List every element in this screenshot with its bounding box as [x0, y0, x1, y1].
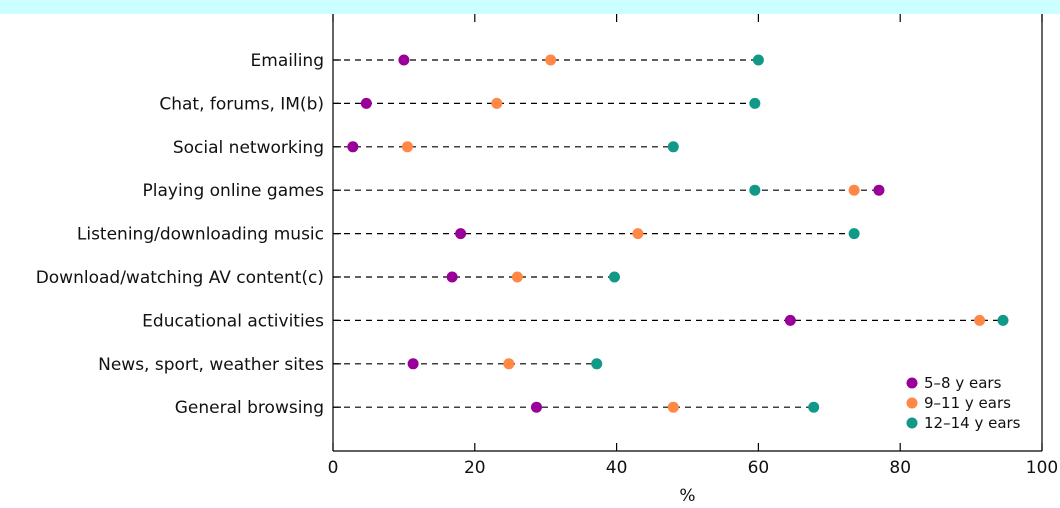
x-tick-label: 80: [889, 458, 911, 478]
data-point: [347, 141, 359, 153]
data-point: [784, 314, 796, 326]
category-label: Chat, forums, IM(b): [159, 94, 324, 114]
category-label: Emailing: [251, 51, 324, 71]
chart-rows: Emailing Chat, forums, IM(b) Social networ…: [36, 51, 1004, 418]
data-point: [608, 271, 620, 283]
legend-label: 5–8 y ears: [924, 374, 1002, 392]
category-label: Educational activities: [142, 311, 324, 331]
category-label: Social networking: [173, 138, 324, 158]
data-point: [398, 54, 410, 66]
x-tick-label: 0: [328, 458, 339, 478]
category-label: General browsing: [175, 398, 324, 418]
data-point: [530, 401, 542, 413]
data-point: [401, 141, 413, 153]
data-point: [848, 228, 860, 240]
category-label: Listening/downloading music: [77, 225, 324, 245]
x-axis-title: %: [679, 486, 695, 506]
data-point: [974, 314, 986, 326]
data-point: [407, 358, 419, 370]
data-point: [511, 271, 523, 283]
data-point: [848, 184, 860, 196]
data-point: [749, 184, 761, 196]
legend-marker: [906, 397, 918, 409]
data-point: [360, 97, 372, 109]
data-point: [591, 358, 603, 370]
legend-label: 12–14 y ears: [924, 414, 1021, 432]
x-tick-labels: 0 20 40 60 80 100: [328, 458, 1059, 478]
x-tick-label: 60: [748, 458, 770, 478]
data-point: [455, 228, 467, 240]
data-point: [545, 54, 557, 66]
data-point: [808, 401, 820, 413]
legend-label: 9–11 y ears: [924, 394, 1011, 412]
legend: 5–8 y ears 9–11 y ears 12–14 y ears: [906, 374, 1021, 432]
legend-marker: [906, 417, 918, 429]
data-point: [667, 141, 679, 153]
data-point: [667, 401, 679, 413]
data-point: [997, 314, 1009, 326]
data-point: [873, 184, 885, 196]
data-point: [446, 271, 458, 283]
data-points: [347, 54, 1009, 413]
category-label: Playing online games: [143, 181, 325, 201]
legend-marker: [906, 377, 918, 389]
top-band: [0, 0, 1060, 14]
x-tick-label: 20: [464, 458, 486, 478]
data-point: [503, 358, 515, 370]
category-label: News, sport, weather sites: [98, 355, 324, 375]
data-point: [749, 97, 761, 109]
x-tick-label: 100: [1026, 458, 1058, 478]
x-tick-label: 40: [606, 458, 628, 478]
data-point: [752, 54, 764, 66]
data-point: [491, 97, 503, 109]
data-point: [632, 228, 644, 240]
category-label: Download/watching AV content(c): [36, 268, 324, 288]
